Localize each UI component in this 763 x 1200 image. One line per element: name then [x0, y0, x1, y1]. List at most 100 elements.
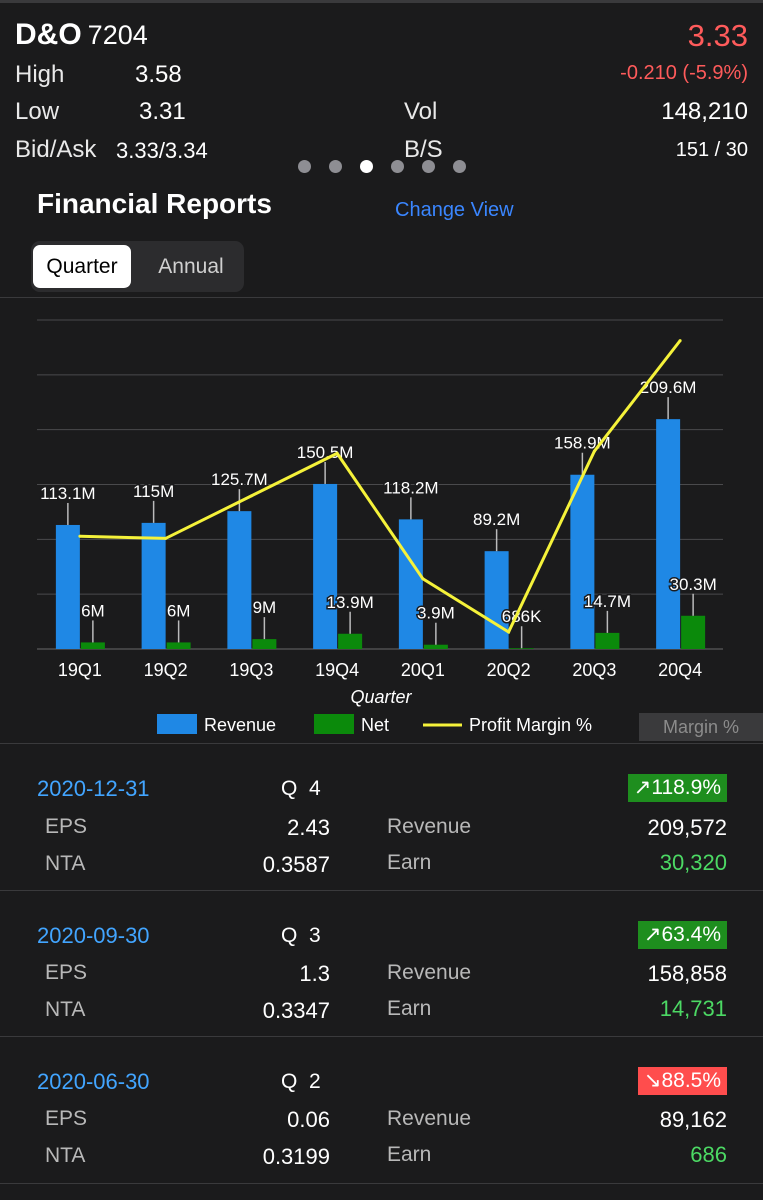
tab-annual[interactable]: Annual — [158, 255, 224, 278]
page-indicator[interactable] — [298, 160, 484, 178]
nta-value: 0.3347 — [262, 998, 330, 1023]
x-tick-label: 19Q2 — [144, 660, 188, 680]
earn-value: 30,320 — [659, 850, 727, 875]
revenue-value: 89,162 — [659, 1107, 727, 1132]
eps-value: 0.06 — [287, 1107, 330, 1132]
eps-label: EPS — [45, 1107, 88, 1130]
revenue-bar — [484, 551, 509, 649]
profit-margin-point — [507, 630, 511, 634]
revenue-bar — [141, 522, 166, 649]
bidask-value: 3.33/3.34 — [116, 138, 208, 163]
revenue-data-label: 113.1M — [40, 484, 95, 503]
revenue-bar — [313, 483, 338, 649]
report-date[interactable]: 2020-12-31 — [37, 776, 150, 801]
legend-label-revenue: Revenue — [204, 715, 276, 735]
profit-margin-point — [678, 339, 682, 343]
net-data-label: 13.9M — [327, 593, 374, 612]
divider — [0, 890, 763, 891]
profit-margin-point — [335, 451, 339, 455]
revenue-data-label: 115M — [133, 482, 174, 501]
net-data-label: 6M — [81, 601, 105, 620]
page-dot-active[interactable] — [360, 160, 373, 173]
earn-label: Earn — [387, 851, 432, 874]
nta-label: NTA — [45, 998, 86, 1021]
report-date[interactable]: 2020-06-30 — [37, 1069, 150, 1094]
legend-swatch-revenue — [157, 714, 197, 734]
report-quarter: Q 2 — [281, 1070, 321, 1093]
divider — [0, 1183, 763, 1184]
earn-value: 686 — [690, 1142, 727, 1167]
x-tick-label: 19Q3 — [229, 660, 273, 680]
revenue-bar — [398, 519, 423, 649]
x-axis-title: Quarter — [350, 687, 412, 707]
section-title: Financial Reports — [37, 188, 272, 219]
eps-value: 2.43 — [287, 815, 330, 840]
profit-margin-point — [78, 534, 82, 538]
net-data-label: 6M — [167, 601, 191, 620]
high-label: High — [15, 61, 65, 88]
net-bar — [681, 615, 706, 649]
legend-label-margin: Profit Margin % — [469, 715, 592, 735]
vol-value: 148,210 — [661, 98, 748, 125]
financial-chart: 113.1M 115M125.7M150.5M118.2M89.2M158.9M2… — [37, 319, 723, 735]
nta-value: 0.3587 — [262, 852, 330, 877]
nta-label: NTA — [45, 1144, 86, 1167]
page-dot[interactable] — [422, 160, 435, 173]
revenue-value: 209,572 — [647, 815, 727, 840]
revenue-data-label: 118.2M — [383, 478, 438, 497]
revenue-label: Revenue — [387, 1107, 472, 1130]
page-dot[interactable] — [329, 160, 342, 173]
legend-label-net: Net — [361, 715, 389, 735]
net-bar — [166, 642, 191, 649]
report-quarter: Q 4 — [281, 777, 321, 800]
x-tick-label: 20Q3 — [572, 660, 616, 680]
x-tick-label: 19Q4 — [315, 660, 359, 680]
margin-toggle-button[interactable]: Margin % — [639, 713, 763, 741]
profit-margin-point — [592, 449, 596, 453]
revenue-bar — [656, 419, 681, 649]
bs-label: B/S — [404, 136, 443, 163]
growth-badge: ↗63.4% — [637, 921, 727, 949]
net-data-label: 30.3M — [670, 575, 717, 594]
price-change: -0.210 (-5.9%) — [620, 62, 748, 84]
revenue-data-label: 125.7M — [211, 470, 268, 489]
page-dot[interactable] — [298, 160, 311, 173]
revenue-label: Revenue — [387, 961, 472, 984]
legend-swatch-net — [314, 714, 354, 734]
profit-margin-line — [79, 339, 682, 635]
net-data-label: 14.7M — [584, 592, 631, 611]
net-bar — [509, 648, 534, 649]
eps-label: EPS — [45, 815, 88, 838]
net-bar — [595, 632, 620, 649]
x-tick-label: 20Q1 — [401, 660, 445, 680]
vol-label: Vol — [404, 98, 438, 125]
tab-quarter[interactable]: Quarter — [33, 245, 131, 288]
profit-margin-point — [249, 494, 253, 498]
bs-value: 151 / 30 — [675, 139, 748, 161]
period-segmented-control: Quarter Annual — [31, 241, 244, 292]
x-tick-label: 20Q4 — [658, 660, 702, 680]
revenue-data-label: 89.2M — [473, 510, 520, 529]
page-dot[interactable] — [453, 160, 466, 173]
low-value: 3.31 — [139, 98, 186, 125]
stock-title: D&O 7204 — [15, 18, 148, 52]
x-tick-label: 19Q1 — [58, 660, 102, 680]
net-bar — [252, 639, 277, 649]
growth-badge: ↘88.5% — [637, 1067, 727, 1095]
report-quarter: Q 3 — [281, 924, 321, 947]
growth-badge: ↗118.9% — [627, 774, 727, 802]
bidask-label: Bid/Ask — [15, 136, 97, 163]
revenue-label: Revenue — [387, 815, 472, 838]
revenue-bar — [55, 524, 80, 649]
report-date[interactable]: 2020-09-30 — [37, 923, 150, 948]
earn-label: Earn — [387, 997, 432, 1020]
stock-code: 7204 — [87, 20, 148, 50]
net-data-label: 3.9M — [417, 604, 455, 623]
revenue-bar — [570, 474, 595, 649]
change-view-link[interactable]: Change View — [395, 199, 514, 221]
net-data-label: 9M — [253, 598, 277, 617]
page-dot[interactable] — [391, 160, 404, 173]
revenue-data-label: 209.6M — [640, 378, 697, 397]
profit-margin-point — [421, 577, 425, 581]
top-border — [0, 0, 763, 3]
